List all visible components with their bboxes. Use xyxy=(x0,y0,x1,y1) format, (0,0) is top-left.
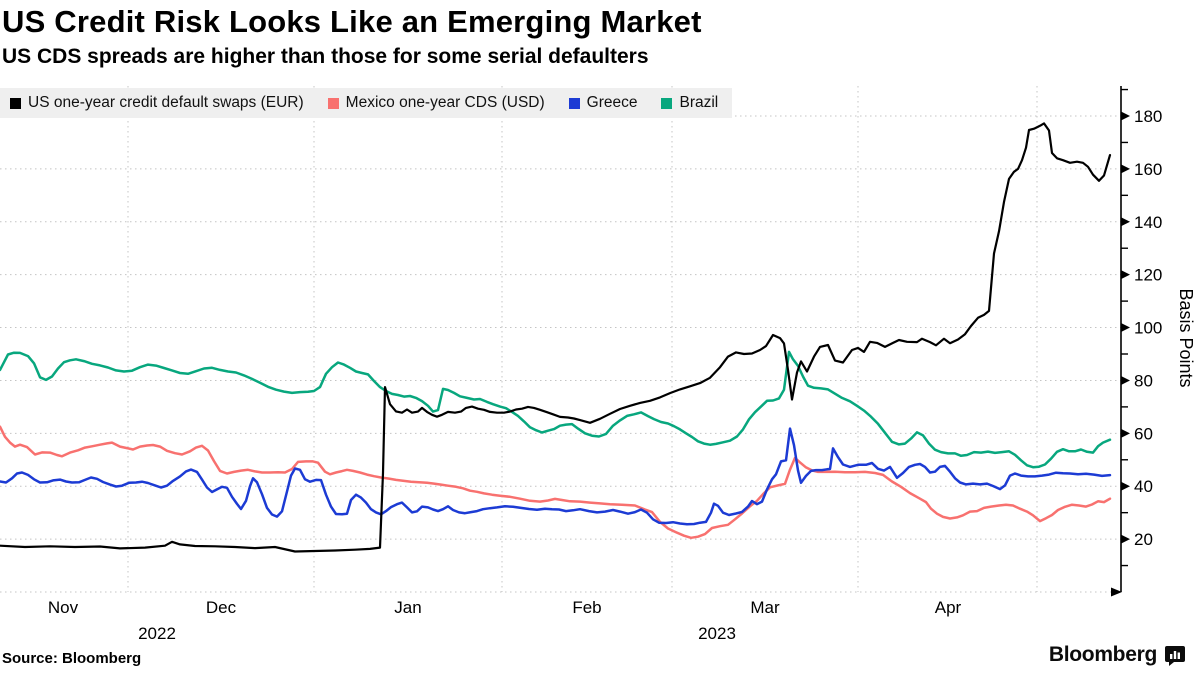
svg-text:100: 100 xyxy=(1134,319,1162,338)
svg-text:Nov: Nov xyxy=(48,598,79,617)
legend-item-mexico: Mexico one-year CDS (USD) xyxy=(327,94,545,112)
legend-item-us: US one-year credit default swaps (EUR) xyxy=(10,94,304,112)
greece-series-swatch-icon xyxy=(568,97,580,109)
svg-text:180: 180 xyxy=(1134,107,1162,126)
svg-text:Feb: Feb xyxy=(572,598,601,617)
legend-item-label: Mexico one-year CDS (USD) xyxy=(345,94,545,111)
legend-item-brazil: Brazil xyxy=(661,94,718,112)
svg-text:Mar: Mar xyxy=(750,598,780,617)
svg-text:2023: 2023 xyxy=(698,624,736,643)
svg-text:40: 40 xyxy=(1134,477,1153,496)
svg-text:80: 80 xyxy=(1134,371,1153,390)
legend-item-label: Greece xyxy=(586,94,638,111)
legend-item-greece: Greece xyxy=(568,94,638,112)
svg-text:Basis Points: Basis Points xyxy=(1176,288,1196,387)
chart-legend: US one-year credit default swaps (EUR) M… xyxy=(0,88,733,118)
svg-text:Jan: Jan xyxy=(394,598,421,617)
bloomberg-logo: Bloomberg xyxy=(1049,643,1186,667)
page-title: US Credit Risk Looks Like an Emerging Ma… xyxy=(2,4,702,39)
svg-text:20: 20 xyxy=(1134,530,1153,549)
page-subtitle: US CDS spreads are higher than those for… xyxy=(2,45,649,68)
mexico-series-swatch-icon xyxy=(327,97,339,109)
svg-text:Apr: Apr xyxy=(935,598,962,617)
svg-text:120: 120 xyxy=(1134,266,1162,285)
legend-item-label: US one-year credit default swaps (EUR) xyxy=(28,94,304,111)
legend-item-label: Brazil xyxy=(679,94,719,111)
svg-text:Dec: Dec xyxy=(206,598,237,617)
svg-text:140: 140 xyxy=(1134,213,1162,232)
us-series-swatch-icon xyxy=(10,97,21,109)
source-note: Source: Bloomberg xyxy=(2,650,142,667)
bloomberg-wordmark: Bloomberg xyxy=(1048,643,1157,666)
brazil-series-swatch-icon xyxy=(661,97,673,109)
svg-text:2022: 2022 xyxy=(138,624,176,643)
svg-text:160: 160 xyxy=(1134,160,1162,179)
svg-text:60: 60 xyxy=(1134,424,1153,443)
bloomberg-bug-icon xyxy=(1165,646,1185,666)
